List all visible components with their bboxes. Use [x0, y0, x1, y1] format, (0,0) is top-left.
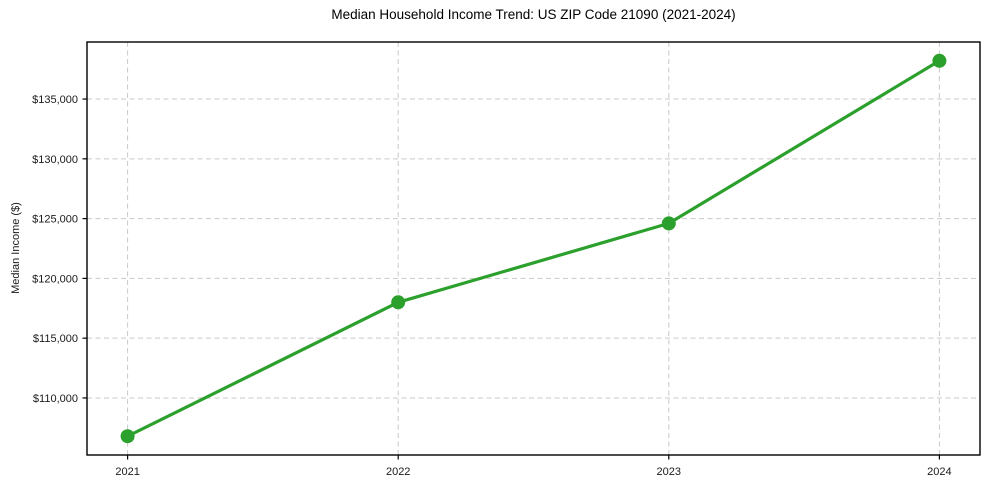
y-tick-label: $110,000: [33, 393, 78, 405]
y-tick-label: $125,000: [32, 214, 78, 226]
chart-title: Median Household Income Trend: US ZIP Co…: [331, 7, 736, 22]
x-tick-label: 2022: [386, 466, 410, 478]
y-tick-label: $115,000: [33, 333, 78, 345]
y-tick-label: $135,000: [32, 94, 78, 106]
x-tick-label: 2024: [927, 466, 951, 478]
y-tick-label: $120,000: [32, 273, 78, 285]
x-tick-label: 2023: [657, 466, 681, 478]
plot-border: [86, 41, 981, 456]
data-point-marker: [391, 295, 406, 310]
y-tick-label: $130,000: [32, 154, 78, 166]
x-tick-label: 2021: [115, 466, 139, 478]
data-point-marker: [932, 53, 947, 68]
data-point-marker: [120, 429, 135, 444]
income-trend-line: [125, 59, 942, 438]
data-point-marker: [661, 216, 676, 231]
